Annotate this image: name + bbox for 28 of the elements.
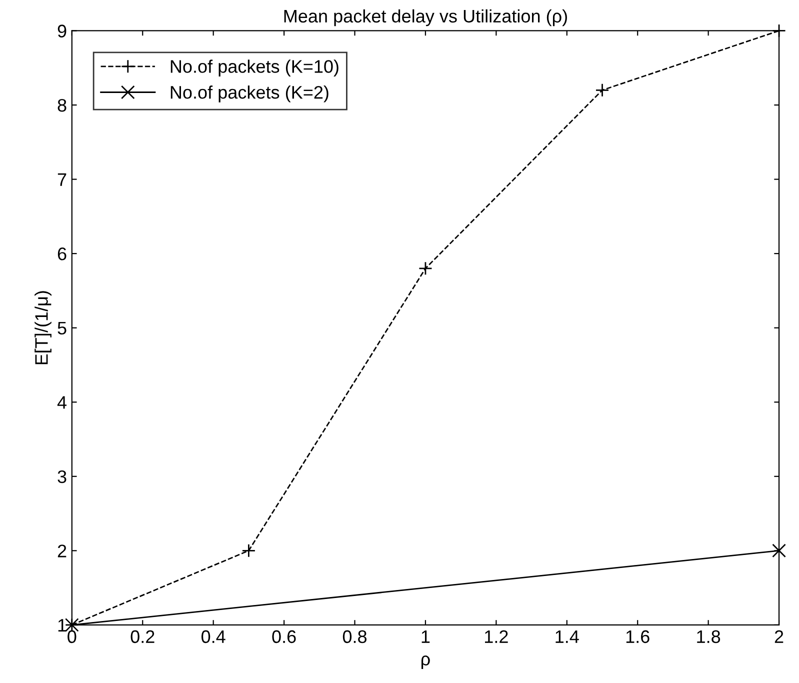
point [242, 544, 256, 558]
y-tick-label: 8 [58, 98, 66, 112]
y-tick-label: 4 [57, 396, 67, 409]
x-tick-label: 1.6 [626, 630, 650, 644]
x-tick-label: 2 [774, 630, 784, 643]
point [418, 261, 432, 276]
x-tick-label: 1 [422, 630, 430, 643]
y-axis-title: E[T]/(1/μ) [34, 291, 52, 364]
x-axis-title: ρ [421, 656, 430, 670]
legend-label: No.of packets (K=10) [170, 60, 338, 76]
y-tick-label: 7 [58, 173, 66, 186]
y-tick-label: 5 [58, 322, 66, 335]
x-tick-label: 1.2 [485, 630, 508, 643]
x-tick-label: 1.8 [697, 630, 720, 644]
y-tick-label: 3 [58, 470, 66, 484]
x-tick-label: 0 [68, 630, 76, 644]
x-tick-label: 0.8 [342, 630, 367, 644]
y-tick-label: 1 [58, 619, 66, 632]
legend-label: No.of packets (K=2) [170, 85, 328, 102]
x-tick-label: 0.2 [130, 630, 154, 644]
y-tick-label: 6 [58, 248, 66, 260]
y-tick-label: 9 [58, 24, 66, 38]
x-tick-label: 0.6 [272, 630, 296, 644]
point [772, 544, 786, 558]
chart-title: Mean packet delay vs Utilization (ρ) [284, 9, 567, 26]
x-tick-label: 1.4 [556, 630, 579, 643]
y-tick-label: 2 [58, 544, 66, 558]
x-tick-label: 0.4 [201, 630, 226, 644]
